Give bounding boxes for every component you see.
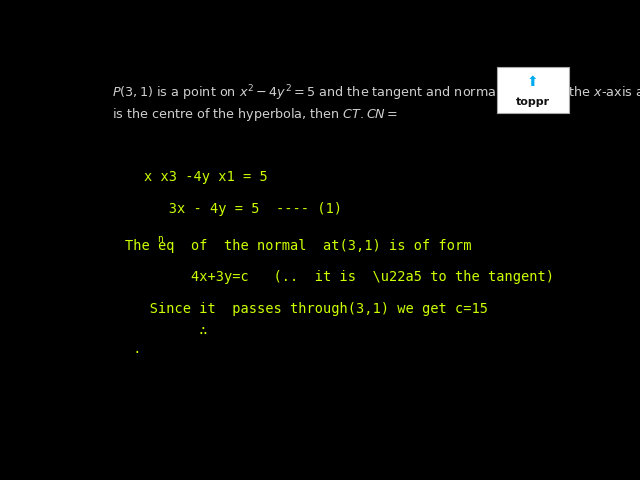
Text: ∴: ∴ bbox=[125, 324, 207, 338]
Text: 3x - 4y = 5  ---- (1): 3x - 4y = 5 ---- (1) bbox=[145, 202, 342, 216]
Text: x x3 -4y x1 = 5: x x3 -4y x1 = 5 bbox=[145, 170, 268, 184]
Text: n: n bbox=[157, 234, 163, 244]
Text: toppr: toppr bbox=[516, 97, 550, 107]
Text: .: . bbox=[125, 342, 141, 356]
Text: ⬆: ⬆ bbox=[527, 75, 538, 89]
Text: The eq  of  the normal  at(3,1) is of form: The eq of the normal at(3,1) is of form bbox=[125, 239, 471, 252]
Text: is the centre of the hyperbola, then $CT. CN =$: is the centre of the hyperbola, then $CT… bbox=[112, 106, 399, 123]
Text: 4x+3y=c   (..  it is  \u22a5 to the tangent): 4x+3y=c (.. it is \u22a5 to the tangent) bbox=[125, 270, 554, 284]
FancyBboxPatch shape bbox=[497, 67, 568, 113]
Text: Since it  passes through(3,1) we get c=15: Since it passes through(3,1) we get c=15 bbox=[125, 301, 488, 315]
Text: $P(3, 1)$ is a point on $x^2 - 4y^2 = 5$ and the tangent and normal at $P$ meet : $P(3, 1)$ is a point on $x^2 - 4y^2 = 5$… bbox=[112, 84, 640, 103]
